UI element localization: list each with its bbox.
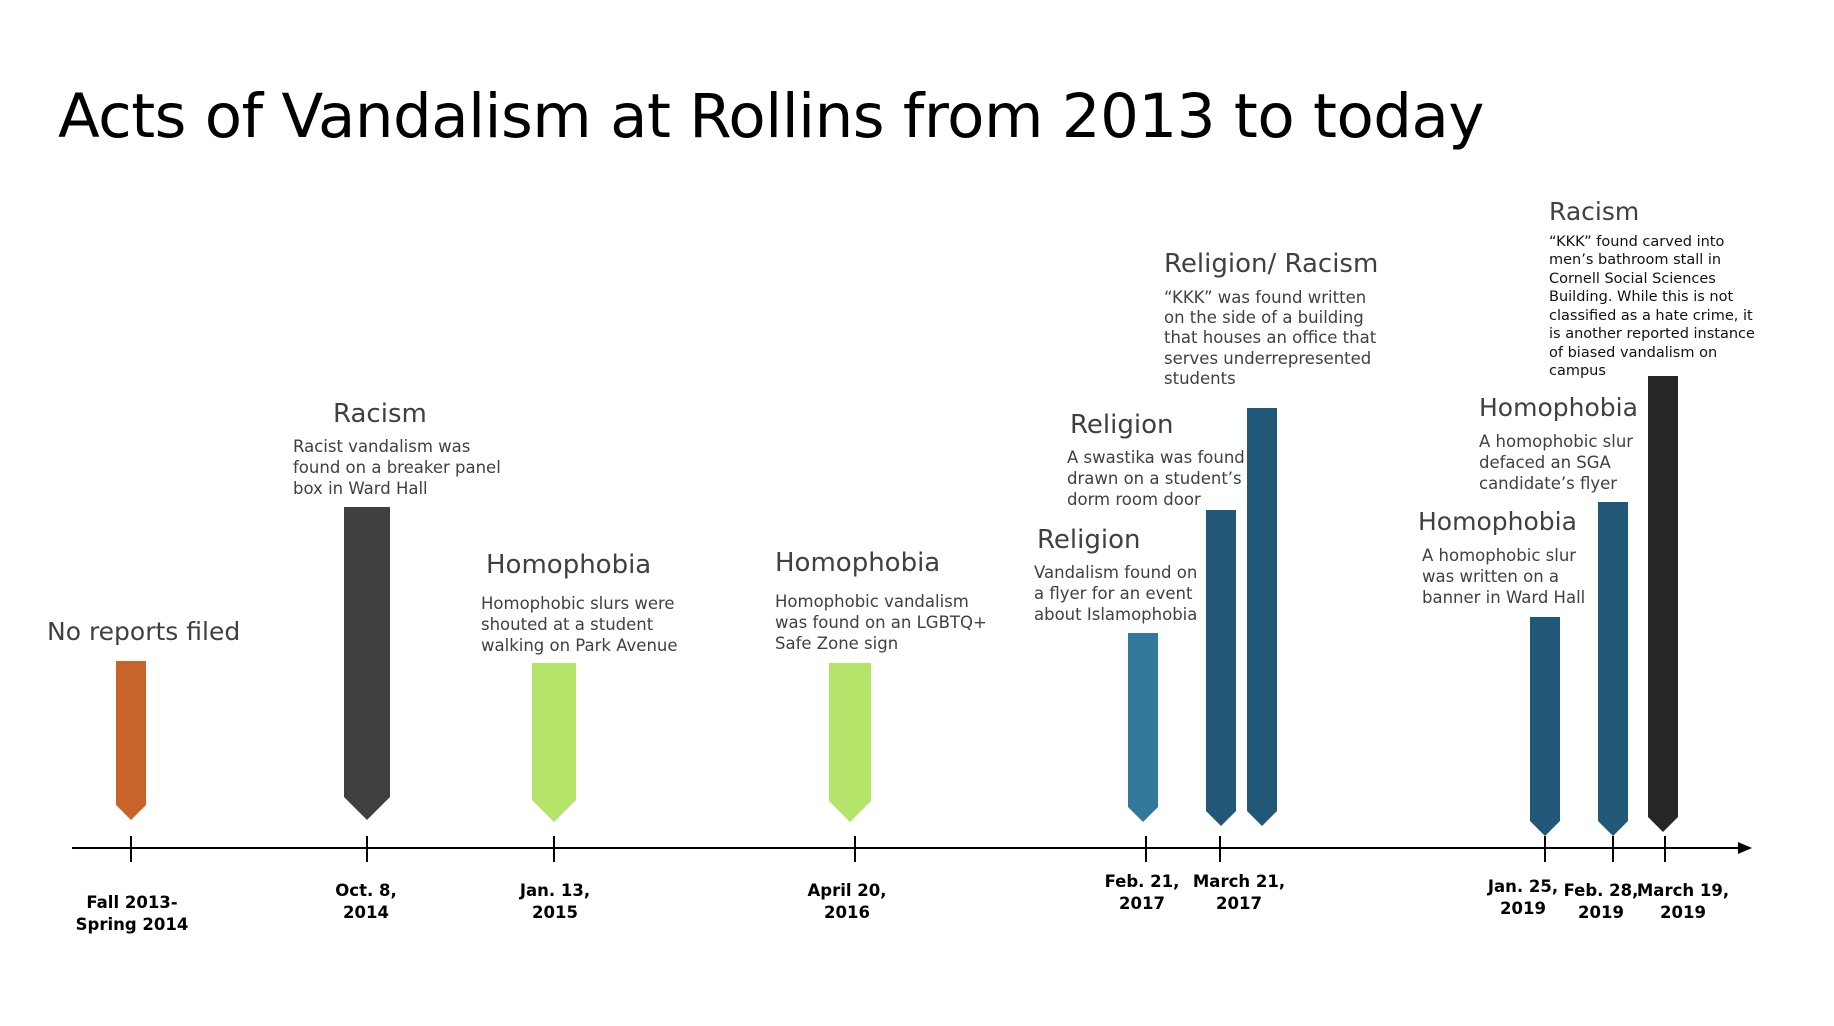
event-no-reports: No reports filed: [47, 617, 241, 647]
event-category: No reports filed: [47, 617, 241, 646]
date-label-fall-2013: Fall 2013- Spring 2014: [75, 893, 189, 934]
event-religion-racism-2017: Religion/ Racism “KKK” was found written…: [1164, 249, 1379, 389]
event-bar: [1206, 510, 1236, 826]
event-description: “KKK” was found written on the side of a…: [1164, 287, 1377, 389]
event-category: Homophobia: [1479, 393, 1638, 422]
event-religion-feb-2017: Religion Vandalism found on a flyer for …: [1034, 525, 1198, 625]
page-title: Acts of Vandalism at Rollins from 2013 t…: [58, 81, 1484, 152]
event-bar: [344, 507, 390, 820]
event-category: Religion: [1037, 525, 1141, 555]
event-bars: [116, 376, 1678, 836]
date-label-mar-2019: March 19, 2019: [1636, 881, 1730, 922]
event-category: Racism: [1549, 197, 1640, 226]
date-label-mar-2017: March 21, 2017: [1192, 872, 1286, 913]
event-homophobia-jan-2019: Homophobia A homophobic slur was written…: [1418, 507, 1586, 608]
event-description: A homophobic slur was written on a banne…: [1422, 545, 1586, 607]
event-racism-mar-2019: Racism “KKK” found carved into men’s bat…: [1549, 197, 1755, 381]
event-bar: [1247, 408, 1277, 826]
event-bar: [1648, 376, 1678, 832]
date-label-jan-2019: Jan. 25, 2019: [1487, 877, 1559, 918]
date-label-apr-2016: April 20, 2016: [807, 881, 887, 922]
event-description: “KKK” found carved into men’s bathroom s…: [1549, 233, 1755, 380]
date-label-oct-2014: Oct. 8, 2014: [335, 881, 397, 922]
event-category: Homophobia: [775, 548, 941, 578]
event-bar: [532, 663, 576, 822]
event-category: Homophobia: [1418, 507, 1577, 536]
event-bar: [1598, 502, 1628, 836]
event-religion-mar-2017: Religion A swastika was found drawn on a…: [1067, 410, 1245, 510]
event-category: Racism: [333, 399, 427, 429]
event-description: Homophobic slurs were shouted at a stude…: [481, 593, 678, 655]
event-homophobia-2016: Homophobia Homophobic vandalism was foun…: [775, 548, 987, 654]
event-description: Vandalism found on a flyer for an event …: [1034, 562, 1198, 624]
event-description: Homophobic vandalism was found on an LGB…: [775, 591, 987, 653]
timeline-arrowhead: [1738, 842, 1752, 854]
event-description: A homophobic slur defaced an SGA candida…: [1479, 431, 1634, 493]
event-description: A swastika was found drawn on a student’…: [1067, 447, 1245, 509]
event-bar: [116, 661, 146, 820]
tick-marks: [130, 836, 1666, 862]
event-bar: [1128, 633, 1158, 822]
event-bar: [829, 663, 871, 822]
event-racism-2014: Racism Racist vandalism was found on a b…: [293, 399, 501, 499]
date-label-feb-2017: Feb. 21, 2017: [1104, 872, 1180, 913]
event-homophobia-2015: Homophobia Homophobic slurs were shouted…: [481, 550, 678, 656]
event-description: Racist vandalism was found on a breaker …: [293, 436, 501, 498]
event-category: Religion: [1070, 410, 1174, 440]
event-bar: [1530, 617, 1560, 836]
date-label-feb-2019: Feb. 28, 2019: [1563, 881, 1639, 922]
event-category: Homophobia: [486, 550, 652, 580]
date-label-jan-2015: Jan. 13, 2015: [519, 881, 591, 922]
event-homophobia-feb-2019: Homophobia A homophobic slur defaced an …: [1479, 393, 1638, 494]
event-category: Religion/ Racism: [1164, 249, 1379, 279]
